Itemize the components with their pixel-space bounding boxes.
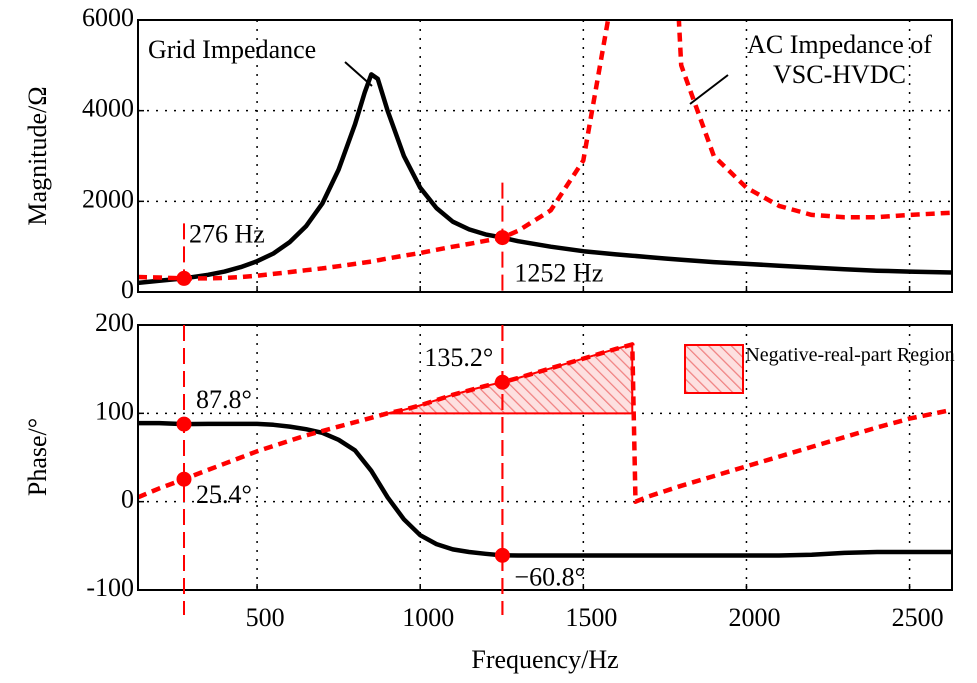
marker-label: −60.8° [514,562,585,591]
marker-point [494,230,510,246]
legend-swatch [684,344,744,394]
series-label: Grid Impedance [148,35,316,64]
marker-label: 276 Hz [189,219,265,248]
marker-point [494,547,510,563]
marker-point [176,270,192,286]
y-tick-label: 6000 [82,3,134,32]
plot-area [138,20,952,286]
x-tick-label: 1000 [402,603,454,632]
x-tick-label: 500 [246,603,285,632]
y-tick-label: 100 [95,396,134,425]
x-tick-label: 1500 [565,603,617,632]
plot-frame [137,324,953,591]
marker-label: 87.8° [196,385,252,414]
x-tick-label: 2000 [728,603,780,632]
marker-label: 1252 Hz [514,259,603,288]
y-axis-label: Phase/° [23,418,52,496]
series-line [138,72,952,286]
y-tick-label: 0 [121,275,134,304]
marker-label: 25.4° [196,480,252,509]
marker-point [176,471,192,487]
legend-label-text: Negative-real-part Region [745,344,955,366]
y-tick-label: 0 [121,485,134,514]
series-line [138,420,952,558]
series-line [138,342,952,504]
legend-label: Negative-real-part Region [745,344,955,366]
y-tick-label: 200 [95,308,134,337]
series-label: AC Impedance of VSC-HVDC [747,30,932,89]
x-tick-label: 2500 [892,603,944,632]
x-axis-label: Frequency/Hz [471,645,618,674]
series-label-text: AC Impedance of VSC-HVDC [747,30,932,89]
series-line [138,20,952,281]
y-tick-label: 2000 [82,184,134,213]
y-tick-label: -100 [86,573,134,602]
marker-label: 135.2° [424,343,493,372]
y-axis-label: Magnitude/Ω [23,86,52,225]
y-tick-label: 4000 [82,94,134,123]
leader-line [689,74,729,105]
plot-frame [137,19,953,293]
leader-line [344,61,373,87]
